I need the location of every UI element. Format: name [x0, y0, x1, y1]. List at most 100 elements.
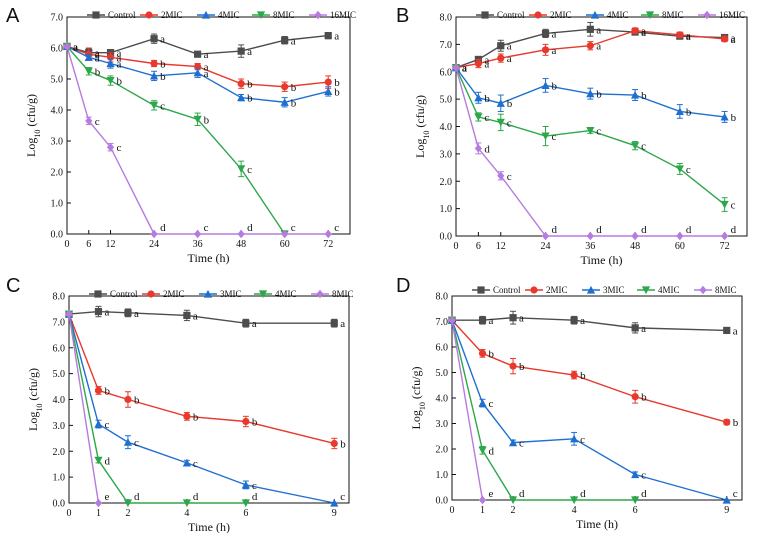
series-16mic — [63, 42, 332, 239]
data-point — [508, 438, 518, 447]
significance-label: a — [462, 63, 467, 75]
significance-label: c — [507, 117, 512, 129]
x-tick-label: 9 — [724, 505, 729, 516]
series-2mic — [448, 316, 731, 426]
y-tick-label: 4.0 — [440, 122, 453, 133]
significance-label: d — [193, 491, 199, 503]
legend-label: 4MIC — [218, 10, 240, 20]
data-point — [675, 107, 684, 116]
significance-label: a — [95, 48, 100, 60]
y-tick-label: 0.0 — [440, 232, 453, 243]
legend-label: 8MIC — [715, 285, 737, 295]
legend-label: 4MIC — [658, 285, 680, 295]
y-axis-title: Log10 (cfu/g) — [24, 94, 42, 157]
x-axis-title: Time (h) — [576, 517, 618, 531]
significance-label: d — [552, 224, 558, 236]
significance-label: b — [580, 370, 586, 382]
significance-label: b — [340, 438, 346, 450]
y-axis-title: Log10 (cfu/g) — [413, 95, 431, 158]
legend-marker — [534, 11, 542, 19]
y-tick-label: 3.0 — [53, 421, 66, 432]
series-line — [68, 310, 335, 324]
data-point — [324, 87, 333, 95]
data-point — [330, 439, 338, 448]
data-point — [496, 118, 505, 127]
data-point — [106, 59, 115, 68]
y-tick-label: 4.0 — [53, 395, 66, 406]
data-point — [106, 143, 115, 152]
data-point — [94, 386, 103, 395]
significance-label: a — [95, 49, 100, 61]
legend-label: Control — [493, 285, 521, 295]
legend-label: 16MIC — [330, 10, 356, 20]
significance-label: b — [686, 106, 692, 118]
significance-label: a — [731, 33, 736, 45]
y-tick-label: 3.0 — [436, 419, 449, 430]
panel-letter: B — [396, 5, 409, 27]
data-point — [474, 93, 483, 102]
significance-label: c — [519, 438, 524, 450]
significance-label: a — [552, 28, 557, 40]
significance-label: a — [733, 325, 738, 337]
series-4mic — [451, 63, 729, 123]
significance-label: a — [247, 46, 252, 58]
significance-label: a — [160, 34, 165, 46]
data-point — [65, 309, 73, 319]
data-point — [94, 419, 103, 428]
y-axis-title-subscript: 10 — [422, 131, 431, 139]
data-point — [149, 71, 159, 80]
significance-label: e — [489, 488, 494, 500]
y-tick-label: 5.0 — [436, 368, 449, 379]
series-3mic — [447, 316, 731, 504]
legend-marker — [147, 290, 155, 298]
legend-marker — [590, 10, 600, 19]
legend-marker — [92, 11, 100, 19]
significance-label: d — [731, 224, 737, 236]
data-point — [474, 113, 483, 122]
y-tick-label: 4.0 — [436, 394, 449, 405]
significance-label: a — [641, 26, 646, 38]
significance-label: c — [204, 222, 209, 234]
data-point — [241, 480, 250, 489]
panel-letter: C — [6, 275, 20, 297]
x-tick-label: 6 — [633, 505, 638, 516]
data-point — [723, 326, 731, 335]
series-8mic — [65, 309, 103, 508]
y-axis-title-subscript: 10 — [35, 404, 44, 412]
data-point — [94, 307, 103, 316]
significance-label: c — [193, 458, 198, 470]
significance-label: b — [596, 89, 602, 101]
y-axis-title-unit: (cfu/g) — [26, 368, 40, 404]
significance-label: b — [733, 417, 739, 429]
legend: Control 2MIC 3MIC 4MIC 8MIC — [472, 285, 737, 295]
data-point — [281, 83, 289, 91]
x-tick-label: 60 — [280, 239, 290, 250]
legend-marker — [481, 11, 489, 19]
data-point — [448, 316, 456, 325]
legend-marker — [145, 11, 153, 19]
legend-marker — [201, 10, 211, 19]
series-16mic — [452, 63, 729, 241]
series-4mic — [64, 310, 250, 508]
data-point — [570, 434, 579, 443]
significance-label: b — [291, 82, 297, 94]
x-tick-label: 36 — [585, 241, 595, 252]
data-point — [183, 311, 191, 320]
x-tick-label: 60 — [675, 241, 685, 252]
significance-label: a — [596, 24, 601, 36]
data-point — [631, 27, 639, 35]
x-tick-label: 48 — [630, 241, 640, 252]
significance-label: b — [247, 79, 253, 91]
x-tick-label: 1 — [480, 505, 485, 516]
legend-marker — [641, 286, 651, 295]
data-point — [150, 59, 158, 68]
series-control — [65, 305, 338, 328]
x-tick-label: 9 — [332, 508, 337, 519]
significance-label: a — [291, 35, 296, 47]
series-line — [455, 29, 725, 69]
significance-label: a — [95, 52, 100, 64]
significance-label: a — [580, 315, 585, 327]
data-point — [509, 362, 517, 370]
data-point — [241, 499, 250, 508]
